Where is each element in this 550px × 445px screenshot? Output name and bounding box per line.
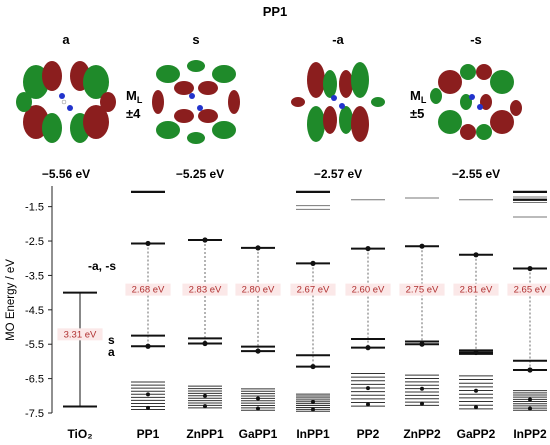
gap-label-bg [399,283,445,296]
level-dot [528,397,532,402]
y-tick-label: -5.5 [25,339,44,351]
category-label: TiO₂ [67,427,92,441]
orbital-energy-s: −5.25 eV [176,167,224,181]
y-tick-label: -4.5 [25,305,44,317]
homo-dot [419,341,425,347]
orbital-image-neg-a [291,62,385,142]
svg-text:±4: ±4 [126,106,141,121]
gap-label: 2.81 eV [460,285,493,296]
gap-label-bg [57,328,103,341]
orbital-energy-neg-a: −2.57 eV [314,167,362,181]
level-dot [256,406,260,411]
level-dot [420,401,424,406]
homo-dot [145,343,151,349]
level-dot [203,393,207,398]
category-label: ZnPP1 [186,427,224,441]
energy-levels: 3.31 eV 2.68 eV 2.83 eV 2.80 eV 2.67 eV 2.60 … [57,190,550,412]
gap-label: 3.31 eV [64,329,97,340]
level-dot [420,386,424,391]
orbital-energy-neg-s: −2.55 eV [452,167,500,181]
gap-label: 2.80 eV [242,285,275,296]
gap-label-bg [290,283,336,296]
gap-label-bg [125,283,171,296]
ml-label-left: ML ±4 [126,88,143,121]
lumo-dot [310,260,316,266]
gap-label: 2.60 eV [352,285,385,296]
lumo-dot [419,243,425,249]
level-dot [474,405,478,410]
annotation-a: a [108,345,115,359]
orbital-label-a: a [62,32,70,47]
orbital-label-neg-s: -s [470,32,482,47]
level-dot [528,406,532,411]
gap-label: 2.67 eV [297,285,330,296]
orbital-label-neg-a: -a [332,32,344,47]
homo-dot [527,367,533,373]
ml-label-right: ML ±5 [410,88,427,121]
category-label: InPP2 [513,427,547,441]
category-label: InPP1 [296,427,330,441]
y-axis-ticks: -1.5 -2.5 -3.5 -4.5 -5.5 -6.5 -7.5 [25,202,52,420]
homo-dot [365,345,371,351]
level-dot [366,402,370,407]
level-dot [203,404,207,409]
gap-label: 2.75 eV [406,285,439,296]
lumo-dot [473,252,479,258]
lumo-dot [145,240,151,247]
y-tick-label: -1.5 [25,202,44,214]
y-tick-label: -3.5 [25,270,44,282]
level-dot [146,405,150,410]
gap-label-bg [182,283,228,296]
gap-label-bg [453,283,499,296]
category-label: GaPP2 [457,427,496,441]
gap-label-bg [507,283,550,296]
orbital-image-neg-s [430,64,522,140]
y-tick-label: -6.5 [25,374,44,386]
level-dot [256,396,260,401]
y-axis-title: MO Energy / eV [5,259,17,341]
orbital-image-a [16,61,116,143]
annotation-s: s [108,333,115,347]
gap-label: 2.68 eV [132,285,165,296]
gap-label: 2.83 eV [189,285,222,296]
energy-diagram: MO Energy / eV -1.5-2.5-3.5-4.5-5.5-6.5-… [5,186,550,441]
svg-text:ML: ML [410,88,427,105]
homo-dot [202,340,208,347]
svg-text:±5: ±5 [410,106,424,121]
lumo-dot [255,245,261,251]
orbital-label-s: s [192,32,199,47]
lumo-dot [365,245,371,252]
category-label: PP2 [357,427,380,441]
level-dot [366,386,370,391]
gap-label-bg [345,283,391,296]
y-tick-label: -2.5 [25,236,44,248]
orbital-energy-a: −5.56 eV [42,167,90,181]
level-dot [146,392,150,397]
lumo-dot [202,237,208,243]
y-tick-label: -7.5 [25,408,44,420]
lumo-dot [527,265,533,272]
level-dot [311,407,315,412]
orbital-image-s [152,60,240,144]
figure-title: PP1 [263,4,288,19]
svg-text:ML: ML [126,88,143,105]
level-dot [474,388,478,393]
category-labels: TiO₂ PP1 ZnPP1 GaPP1 InPP1 PP2 ZnPP2 GaPP2 InPP2 [67,427,547,441]
category-label: PP1 [137,427,160,441]
category-label: ZnPP2 [403,427,441,441]
category-label: GaPP1 [239,427,278,441]
homo-dot [473,349,479,356]
homo-dot [255,348,261,354]
homo-dot [310,363,316,370]
gap-label-bg [235,283,281,296]
annotation-upper-orbitals: -a, -s [88,259,116,273]
level-dot [311,399,315,404]
gap-label: 2.65 eV [514,285,547,296]
